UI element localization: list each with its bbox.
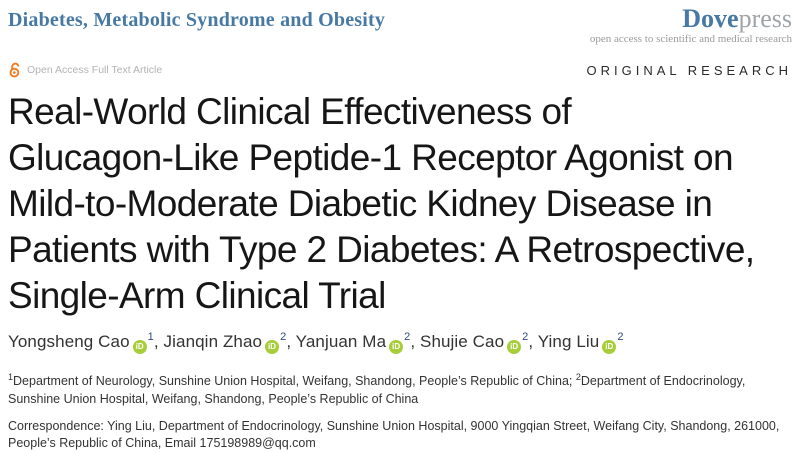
- affiliation-1-sup: 1: [8, 371, 14, 382]
- affiliation-1-text: Department of Neurology, Sunshine Union …: [13, 373, 576, 388]
- article-type-label: ORIGINAL RESEARCH: [586, 62, 792, 78]
- author-delimiter: ,: [528, 332, 538, 351]
- publisher-tagline: open access to scientific and medical re…: [589, 33, 792, 45]
- correspondence-note: Correspondence: Ying Liu, Department of …: [8, 418, 780, 451]
- orcid-id-icon[interactable]: iD: [602, 339, 617, 354]
- title-line-2: Glucagon-Like Peptide-1 Receptor Agonist…: [8, 137, 734, 178]
- author-1-name: Yongsheng Cao: [8, 332, 130, 351]
- author-1: Yongsheng Cao iD1,: [8, 331, 164, 354]
- title-line-5: Single-Arm Clinical Trial: [8, 275, 386, 316]
- orcid-id-icon[interactable]: iD: [265, 339, 280, 354]
- author-3-affiliation-sup: 2: [404, 331, 411, 343]
- article-title: Real-World Clinical Effectiveness of Glu…: [8, 89, 792, 319]
- title-line-4: Patients with Type 2 Diabetes: A Retrosp…: [8, 229, 755, 270]
- open-access-padlock-icon: [8, 62, 22, 78]
- dovepress-logo-primary: Dove: [682, 4, 739, 33]
- open-access-banner[interactable]: Open Access Full Text Article: [8, 62, 162, 78]
- affiliations: 1Department of Neurology, Sunshine Union…: [8, 371, 794, 409]
- dovepress-logo[interactable]: Dovepress: [590, 5, 792, 32]
- author-delimiter: ,: [410, 332, 420, 351]
- author-3: Yanjuan Ma iD2,: [295, 331, 420, 354]
- author-2-affiliation-sup: 2: [280, 331, 287, 343]
- author-delimiter: ,: [286, 332, 296, 351]
- masthead: Diabetes, Metabolic Syndrome and Obesity…: [8, 5, 792, 45]
- title-line-3: Mild-to-Moderate Diabetic Kidney Disease…: [8, 183, 713, 224]
- dovepress-logo-secondary: press: [738, 4, 792, 33]
- publisher-brand-block: Dovepress open access to scientific and …: [590, 5, 792, 45]
- author-5-name: Ying Liu: [537, 332, 600, 351]
- author-1-affiliation-sup: 1: [147, 331, 154, 343]
- author-5-affiliation-sup: 2: [617, 331, 624, 343]
- author-2-name: Jianqin Zhao: [163, 332, 263, 351]
- orcid-id-icon[interactable]: iD: [389, 339, 404, 354]
- author-4-name: Shujie Cao: [420, 332, 505, 351]
- orcid-id-icon[interactable]: iD: [132, 339, 147, 354]
- affiliation-2-text: Department of Endocrinology, Sunshine Un…: [8, 373, 746, 407]
- article-meta-row: Open Access Full Text Article ORIGINAL R…: [8, 62, 792, 78]
- author-3-name: Yanjuan Ma: [295, 332, 387, 351]
- author-4: Shujie Cao iD2,: [420, 331, 538, 354]
- author-4-affiliation-sup: 2: [522, 331, 529, 343]
- affiliation-2-sup: 2: [575, 371, 581, 382]
- journal-name-link[interactable]: Diabetes, Metabolic Syndrome and Obesity: [8, 9, 386, 31]
- title-line-1: Real-World Clinical Effectiveness of: [8, 91, 572, 132]
- author-5: Ying Liu iD2: [537, 331, 624, 354]
- author-2: Jianqin Zhao iD2,: [163, 331, 296, 354]
- open-access-label: Open Access Full Text Article: [27, 64, 163, 76]
- author-list: Yongsheng Cao iD1, Jianqin Zhao iD2, Yanju…: [8, 331, 792, 354]
- orcid-id-icon[interactable]: iD: [507, 339, 522, 354]
- author-delimiter: ,: [153, 332, 164, 351]
